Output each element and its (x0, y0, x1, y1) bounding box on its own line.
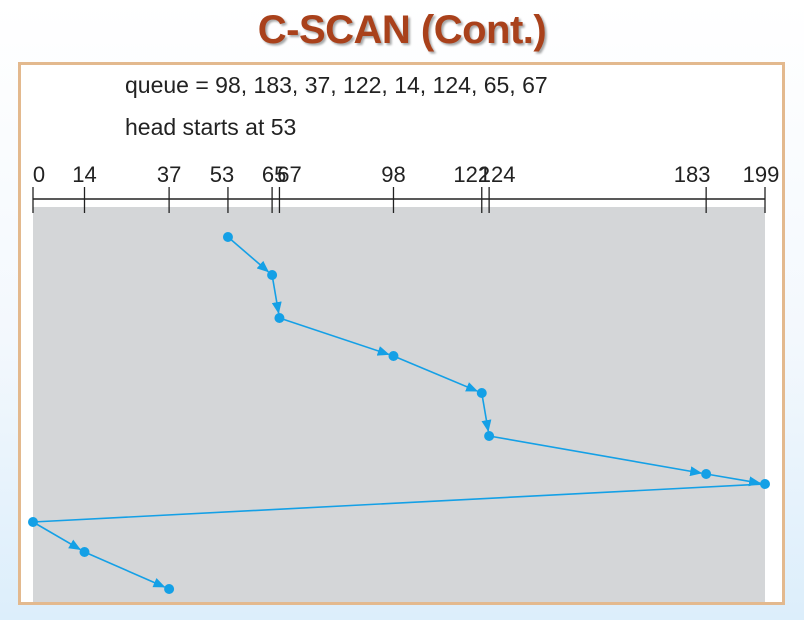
axis-ticks (32, 187, 766, 213)
head-path-segment (706, 473, 762, 487)
axis-tick-label: 37 (157, 162, 181, 187)
head-position-point (79, 547, 90, 557)
head-position-point (274, 313, 285, 323)
head-position-point (28, 517, 38, 527)
slide-title: C-SCAN (Cont.) (257, 8, 547, 52)
track-area (33, 207, 765, 602)
cscan-diagram: queue = 98, 183, 37, 122, 14, 124, 65, 6… (28, 72, 779, 602)
head-path-segment (393, 355, 479, 392)
axis-tick-label: 199 (743, 162, 780, 187)
head-start-text: head starts at 53 (125, 114, 296, 140)
axis-tick-label: 124 (479, 162, 516, 187)
axis-tick-label: 98 (381, 162, 405, 187)
head-position-point (476, 388, 487, 398)
head-position-point (701, 469, 712, 479)
head-path-segment (84, 551, 166, 588)
axis-tick-label: 0 (33, 162, 45, 187)
head-position-point (388, 351, 399, 361)
head-position-point (267, 270, 278, 280)
head-path-segment (271, 274, 282, 315)
head-path-segment (279, 317, 390, 356)
head-path-points (28, 232, 770, 594)
head-position-point (760, 479, 770, 489)
head-path-segment (480, 392, 492, 433)
axis-tick-label: 67 (277, 162, 301, 187)
head-position-point (484, 431, 495, 441)
axis-tick-label: 14 (72, 162, 96, 187)
head-position-point (222, 232, 233, 242)
queue-text: queue = 98, 183, 37, 122, 14, 124, 65, 6… (125, 72, 548, 98)
head-position-point (164, 584, 175, 594)
head-path (32, 236, 766, 588)
axis-tick-label: 183 (674, 162, 711, 187)
axis-tick-label: 65 (262, 162, 286, 187)
return-sweep-segment (32, 483, 766, 523)
head-path-segment (488, 435, 703, 477)
head-path-segment (227, 236, 270, 273)
axis-tick-label: 53 (210, 162, 234, 187)
figure-frame: queue = 98, 183, 37, 122, 14, 124, 65, 6… (18, 62, 785, 605)
head-path-segment (32, 521, 82, 551)
axis-tick-label: 122 (453, 162, 490, 187)
